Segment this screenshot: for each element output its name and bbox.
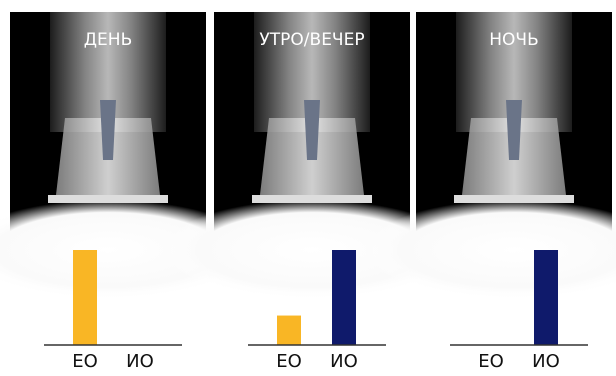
bar	[534, 250, 558, 345]
lamp-base	[48, 195, 168, 203]
lamp-base	[454, 195, 574, 203]
lamp-base	[252, 195, 372, 203]
category-label: ЕО	[72, 351, 98, 372]
category-label: ИО	[126, 351, 154, 372]
category-label: ИО	[330, 351, 358, 372]
bar	[73, 250, 97, 345]
panel-title: ДЕНЬ	[84, 30, 132, 50]
bar	[277, 316, 301, 345]
category-label: ЕО	[478, 351, 504, 372]
panel-title: УТРО/ВЕЧЕР	[259, 30, 364, 50]
category-label: ЕО	[276, 351, 302, 372]
bar	[332, 250, 356, 345]
figure: ДЕНЬ ЕО ИО УТРО/ВЕЧЕР ЕО ИО НОЧЬ ЕО ИО	[0, 0, 616, 376]
category-label: ИО	[532, 351, 560, 372]
panel-title: НОЧЬ	[489, 30, 538, 50]
